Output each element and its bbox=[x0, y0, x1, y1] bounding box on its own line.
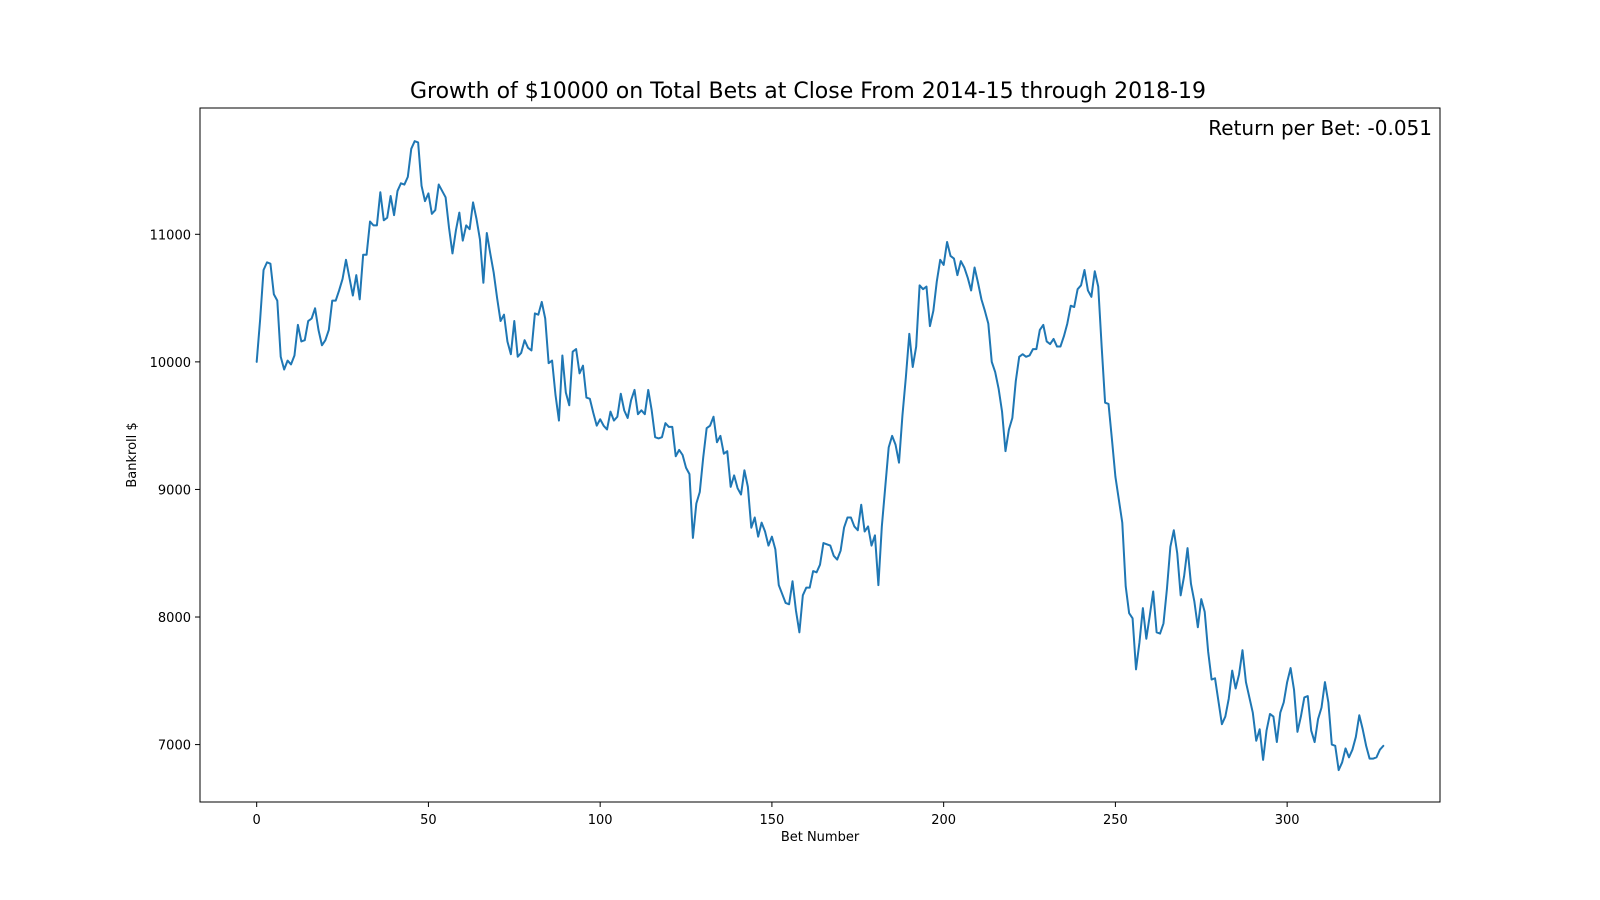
y-axis: 7000 8000 9000 10000 11000 bbox=[150, 228, 200, 754]
x-tick-label: 300 bbox=[1275, 813, 1300, 828]
return-annotation: Return per Bet: -0.051 bbox=[1208, 116, 1432, 140]
x-tick-label: 200 bbox=[931, 813, 956, 828]
x-tick-label: 250 bbox=[1103, 813, 1128, 828]
plot-background bbox=[200, 108, 1440, 802]
plot-area: Return per Bet: -0.051 bbox=[199, 107, 1441, 803]
x-axis-label: Bet Number bbox=[781, 830, 860, 845]
x-tick-label: 0 bbox=[253, 813, 261, 828]
y-tick-label: 11000 bbox=[150, 228, 191, 243]
series-layer bbox=[255, 140, 1385, 772]
x-tick-label: 100 bbox=[588, 813, 613, 828]
plot-border bbox=[199, 107, 1441, 803]
chart-title: Growth of $10000 on Total Bets at Close … bbox=[410, 79, 1206, 104]
x-axis: 0 50 100 150 200 250 300 bbox=[253, 802, 1300, 828]
series-line bbox=[255, 140, 1385, 772]
x-tick-label: 50 bbox=[420, 813, 437, 828]
x-tick-label: 150 bbox=[759, 813, 784, 828]
y-tick-label: 8000 bbox=[158, 611, 191, 626]
y-axis-label: Bankroll $ bbox=[125, 422, 140, 487]
y-tick-label: 7000 bbox=[158, 739, 191, 754]
y-tick-label: 10000 bbox=[150, 356, 191, 371]
y-tick-label: 9000 bbox=[158, 483, 191, 498]
